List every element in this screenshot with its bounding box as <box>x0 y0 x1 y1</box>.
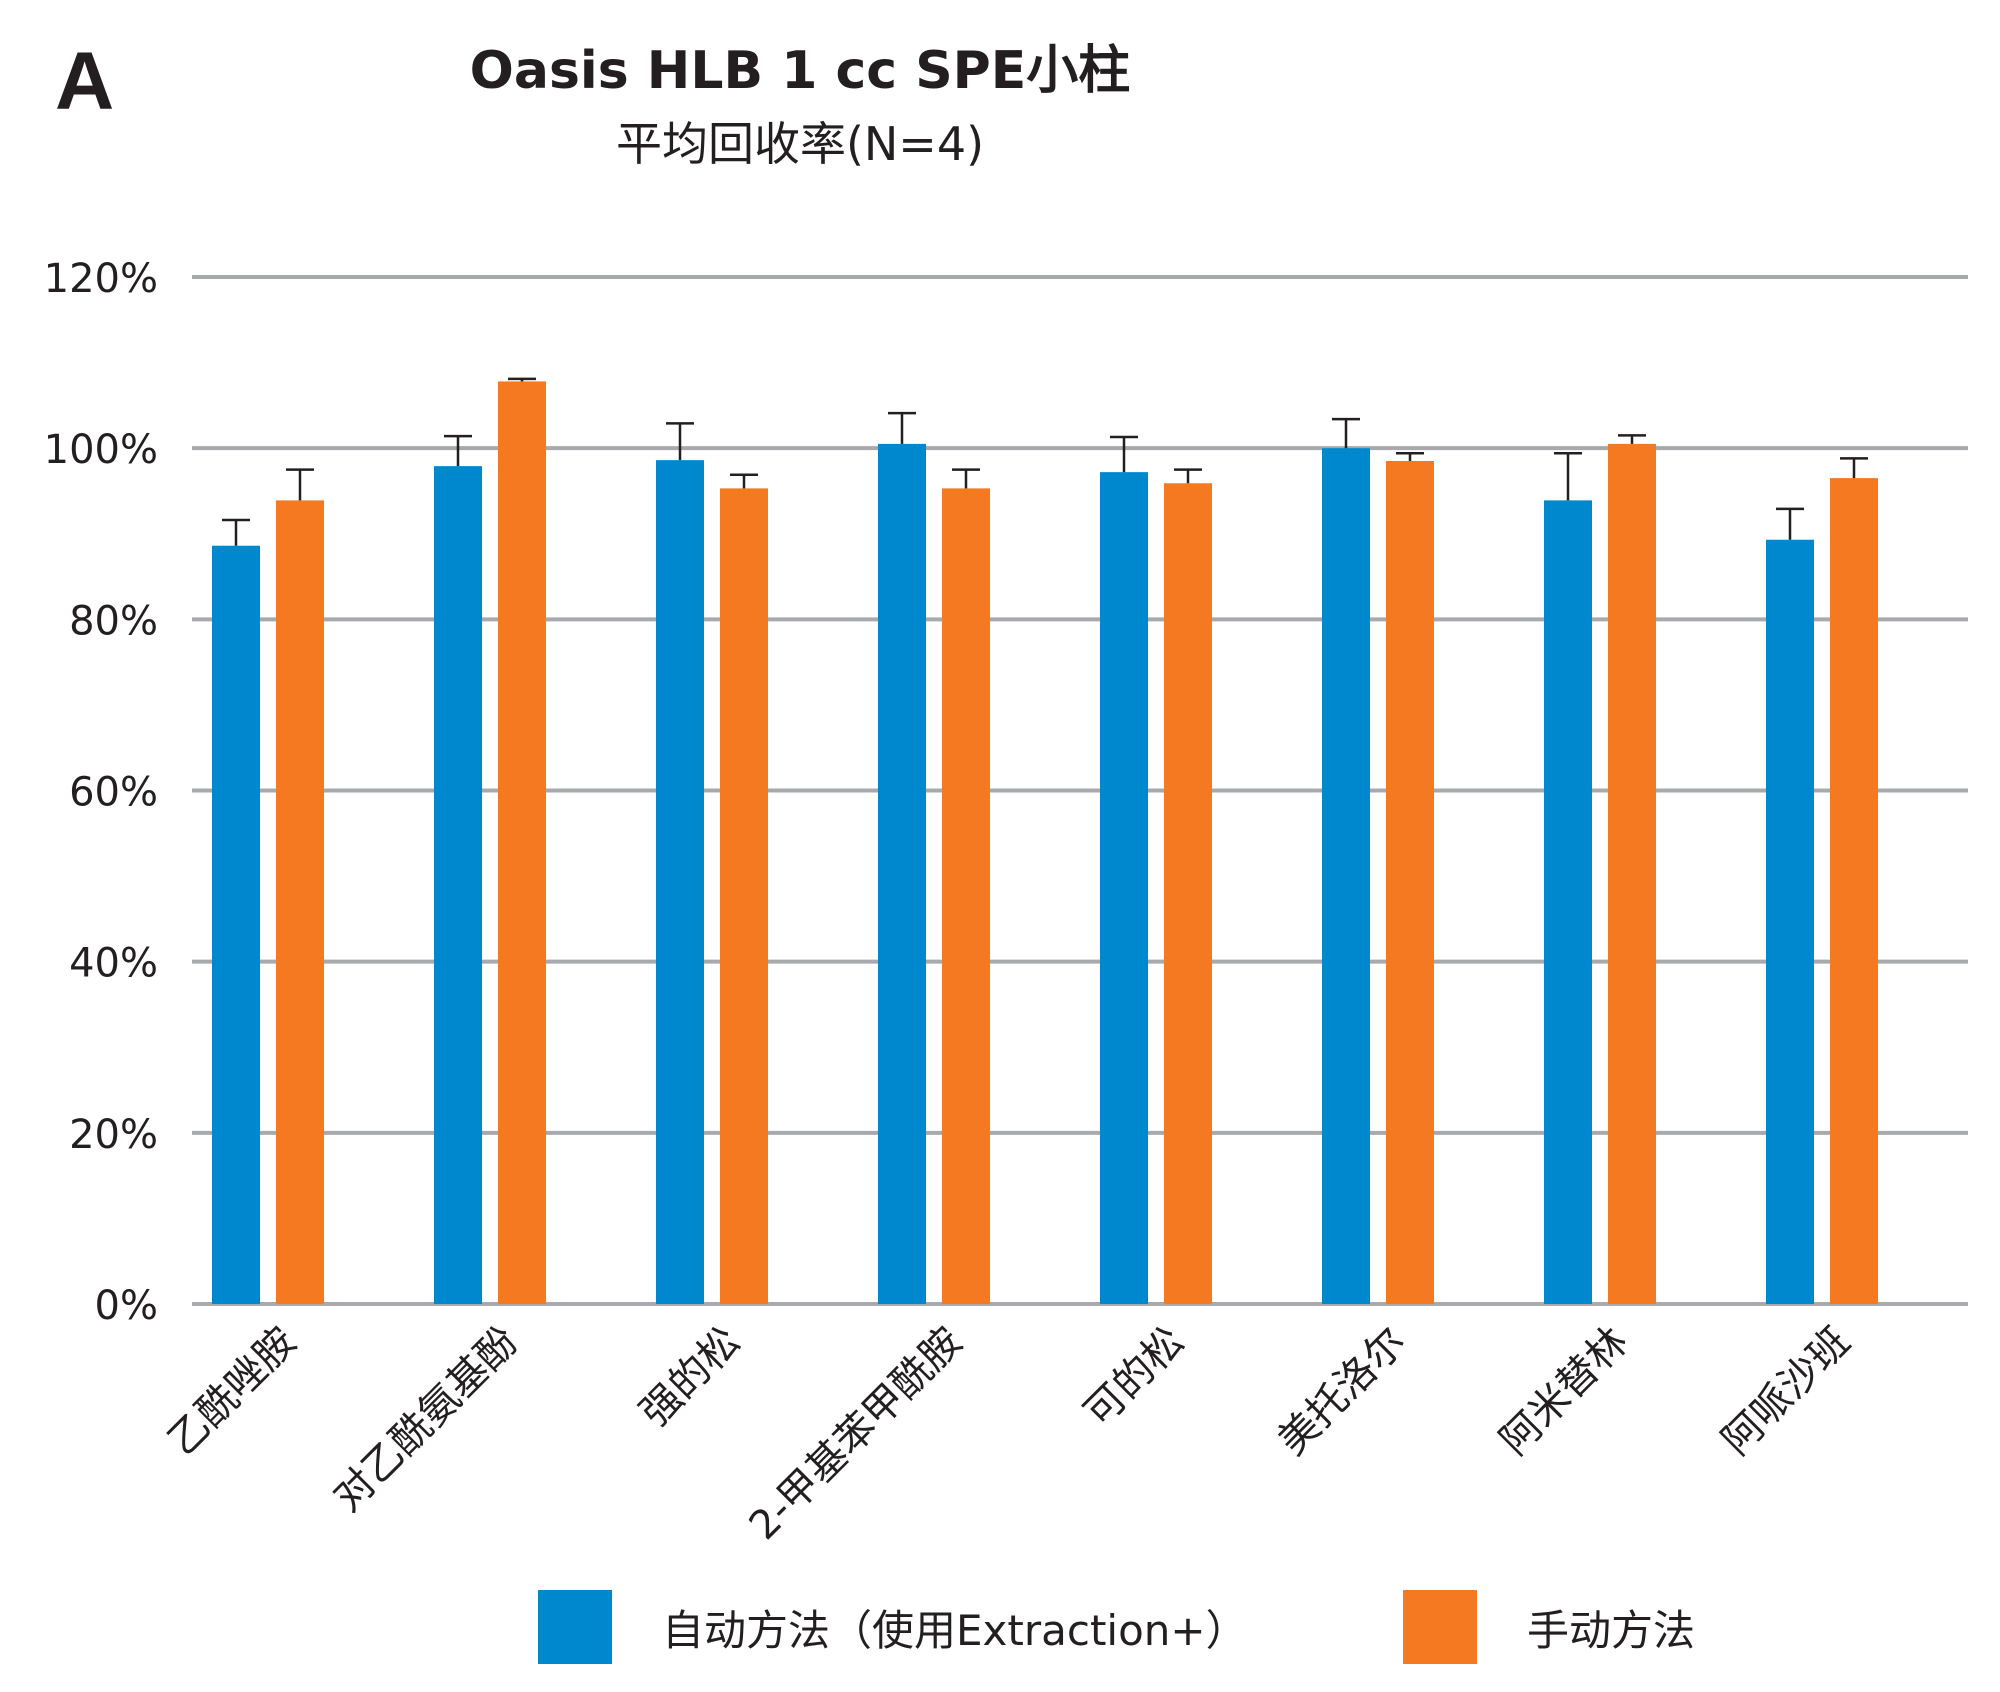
legend-label-automatic: 自动方法（使用Extraction+） <box>662 1605 1248 1655</box>
legend-item-manual: 手动方法 <box>1403 1590 1695 1664</box>
y-tick-label: 100% <box>44 427 158 473</box>
bar <box>1766 539 1814 1304</box>
x-tick-label: 美托洛尔 <box>1269 1319 1415 1465</box>
x-tick-label: 对乙酰氨基酚 <box>325 1319 527 1521</box>
bar <box>1322 448 1370 1305</box>
bar <box>1164 483 1212 1304</box>
bar <box>1608 443 1656 1304</box>
x-tick-label: 阿哌沙班 <box>1713 1319 1859 1465</box>
bar <box>434 466 482 1304</box>
bar <box>1544 500 1592 1304</box>
x-tick-label: 阿米替林 <box>1491 1319 1637 1465</box>
chart-title: Oasis HLB 1 cc SPE小柱 <box>469 41 1131 101</box>
y-tick-label: 0% <box>95 1283 158 1329</box>
chart-subtitle: 平均回收率(N=4) <box>615 117 985 171</box>
bar <box>212 545 260 1304</box>
bar <box>498 381 546 1305</box>
y-tick-label: 40% <box>69 941 158 987</box>
legend-swatch-manual <box>1403 1590 1477 1664</box>
bar <box>878 443 926 1304</box>
y-tick-label: 120% <box>44 256 158 302</box>
bar <box>720 488 768 1304</box>
legend-label-manual: 手动方法 <box>1527 1605 1696 1655</box>
bar <box>1100 472 1148 1304</box>
y-tick-label: 60% <box>69 770 158 816</box>
legend-item-automatic: 自动方法（使用Extraction+） <box>538 1590 1248 1664</box>
x-tick-label: 强的松 <box>632 1319 749 1436</box>
legend-swatch-automatic <box>538 1590 612 1664</box>
x-tick-label: 乙酰唑胺 <box>159 1319 305 1465</box>
bar <box>656 460 704 1305</box>
x-tick-label: 可的松 <box>1076 1319 1193 1436</box>
y-tick-label: 20% <box>69 1112 158 1158</box>
x-tick-label: 2-甲基苯甲酰胺 <box>741 1319 971 1549</box>
y-tick-label: 80% <box>69 598 158 644</box>
bar <box>942 488 990 1304</box>
panel-label: A <box>55 36 115 127</box>
bar <box>1386 461 1434 1305</box>
bar <box>1830 478 1878 1304</box>
bar <box>276 500 324 1304</box>
